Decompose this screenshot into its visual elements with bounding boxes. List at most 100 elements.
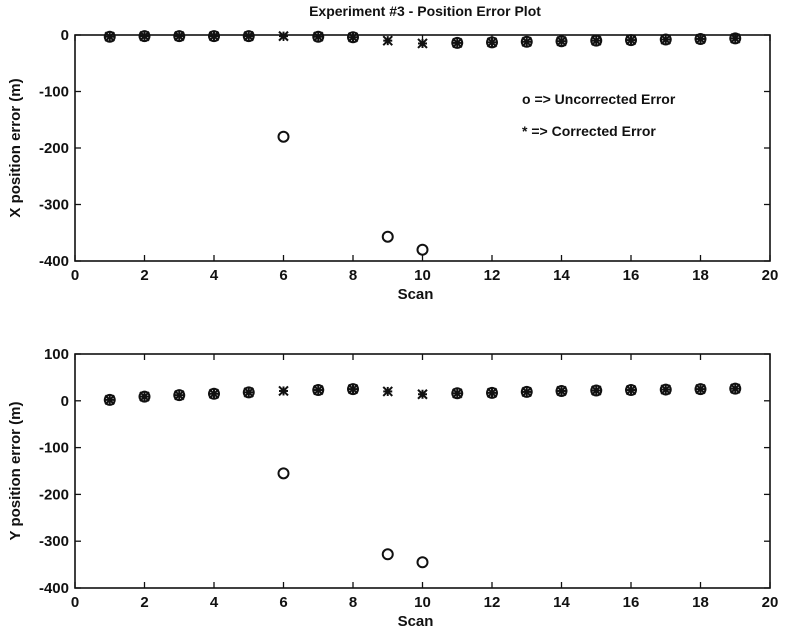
corrected-point	[695, 383, 706, 395]
uncorrected-point	[381, 548, 394, 561]
corrected-point	[486, 37, 498, 48]
y-tick-label: -200	[39, 486, 69, 503]
uncorrected-point	[694, 383, 707, 396]
uncorrected-point	[520, 35, 533, 48]
corrected-point	[104, 31, 115, 42]
y-axis-label: Y position error (m)	[7, 402, 24, 541]
uncorrected-point	[416, 243, 429, 256]
uncorrected-point	[729, 382, 742, 395]
uncorrected-point	[555, 35, 568, 48]
corrected-point	[208, 30, 220, 42]
x-tick-label: 16	[623, 267, 640, 284]
y-tick-label: -300	[39, 197, 69, 214]
uncorrected-point	[242, 386, 255, 399]
uncorrected-point	[347, 383, 359, 396]
corrected-point	[313, 384, 324, 396]
uncorrected-point	[520, 385, 533, 398]
uncorrected-point	[173, 389, 186, 402]
corrected-point	[452, 37, 463, 49]
uncorrected-point	[625, 34, 637, 47]
legend: o => Uncorrected Error * => Corrected Er…	[522, 91, 676, 139]
corrected-point	[278, 30, 289, 42]
x-tick-label: 8	[349, 594, 357, 611]
uncorrected-point	[277, 130, 290, 143]
corrected-point	[730, 33, 741, 44]
x-tick-label: 12	[484, 267, 501, 284]
corrected-point	[591, 35, 602, 46]
uncorrected-point	[277, 467, 290, 480]
corrected-point	[486, 387, 498, 399]
corrected-point	[139, 30, 150, 42]
x-axis-label: Scan	[398, 286, 434, 303]
legend-uncorrected: o => Uncorrected Error	[522, 91, 676, 107]
uncorrected-point	[486, 386, 498, 399]
x-tick-label: 16	[623, 594, 640, 611]
x-tick-label: 0	[71, 267, 79, 284]
uncorrected-point	[103, 393, 116, 406]
corrected-point	[730, 383, 741, 394]
x-tick-label: 2	[140, 594, 148, 611]
corrected-point	[521, 386, 532, 398]
x-tick-label: 18	[692, 594, 709, 611]
corrected-point	[104, 394, 115, 406]
corrected-point	[625, 384, 637, 396]
corrected-point	[313, 31, 324, 42]
x-tick-label: 10	[414, 267, 431, 284]
y-axis-label: X position error (m)	[7, 78, 24, 217]
corrected-point	[347, 383, 359, 395]
corrected-point	[660, 34, 671, 45]
x-tick-label: 4	[210, 594, 219, 611]
uncorrected-point	[312, 384, 325, 397]
uncorrected-point	[416, 556, 429, 569]
uncorrected-point	[451, 36, 464, 49]
corrected-point	[139, 391, 150, 402]
uncorrected-point	[659, 33, 672, 46]
x-tick-label: 18	[692, 267, 709, 284]
y-tick-label: -200	[39, 140, 69, 157]
x-tick-label: 12	[484, 594, 501, 611]
uncorrected-point	[486, 36, 498, 49]
uncorrected-point	[451, 387, 464, 400]
uncorrected-point	[590, 384, 603, 397]
corrected-point	[417, 38, 428, 49]
x-tick-label: 14	[553, 594, 570, 611]
x-axis-label: Scan	[398, 613, 434, 630]
corrected-point	[243, 30, 254, 42]
uncorrected-point	[208, 387, 220, 400]
uncorrected-point	[138, 30, 151, 43]
corrected-point	[452, 388, 463, 399]
uncorrected-point	[208, 30, 220, 43]
uncorrected-point	[555, 384, 568, 397]
x-tick-label: 4	[210, 267, 219, 284]
panel-2: 0 2 4 6 8 10 12 14 16 18 20 -400 -300 -200 -100 0 100 Sca…	[7, 346, 778, 630]
corrected-point	[556, 36, 567, 47]
corrected-point	[278, 385, 289, 397]
corrected-point	[174, 389, 185, 401]
x-tick-label: 6	[279, 267, 287, 284]
corrected-point	[591, 385, 602, 396]
y-tick-label: -400	[39, 580, 69, 597]
chart-title: Experiment #3 - Position Error Plot	[309, 3, 541, 19]
uncorrected-point	[694, 32, 707, 45]
y-tick-label: -100	[39, 440, 69, 457]
y-tick-label: 0	[61, 393, 69, 410]
corrected-point	[208, 388, 220, 399]
corrected-point	[417, 389, 428, 400]
corrected-point	[347, 32, 359, 43]
uncorrected-point	[103, 30, 116, 43]
corrected-point	[695, 33, 706, 45]
y-tick-label: 0	[61, 27, 69, 44]
x-tick-label: 8	[349, 267, 357, 284]
x-tick-label: 6	[279, 594, 287, 611]
panel-1: 0 2 4 6 8 10 12 14 16 18 20 -400 -300 -200 -100 0 Scan X …	[7, 27, 778, 303]
corrected-point	[556, 385, 567, 397]
x-tick-label: 20	[762, 594, 779, 611]
corrected-point	[174, 30, 185, 42]
x-tick-label: 2	[140, 267, 148, 284]
uncorrected-point	[381, 230, 394, 243]
y-tick-label: 100	[44, 346, 69, 363]
plot-frame	[74, 34, 771, 262]
corrected-point	[521, 36, 532, 47]
uncorrected-point	[138, 390, 151, 403]
